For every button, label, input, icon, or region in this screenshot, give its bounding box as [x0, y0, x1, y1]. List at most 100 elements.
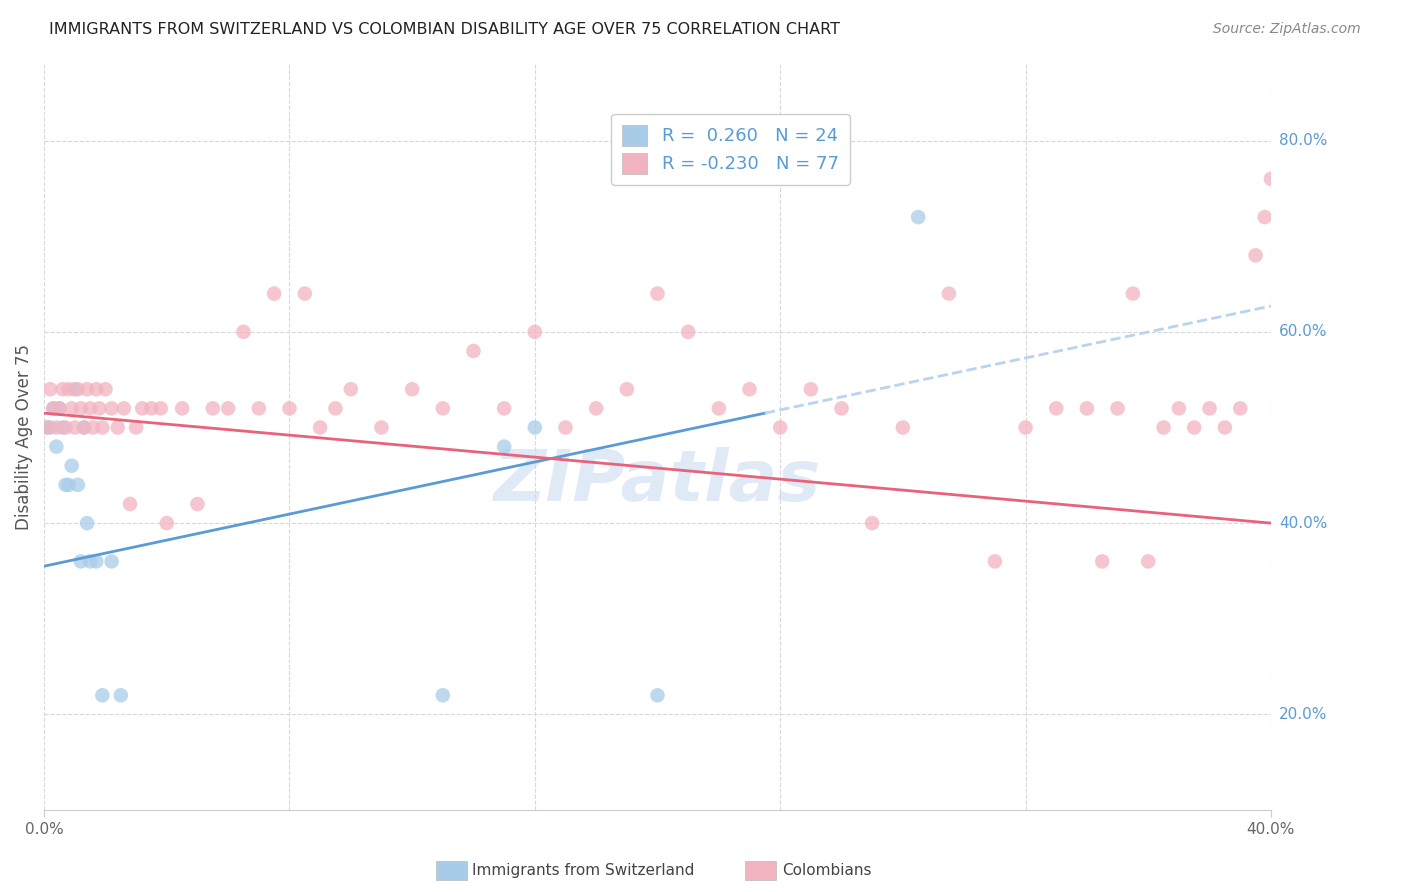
Point: [554, 420, 576, 434]
Point: [232, 325, 254, 339]
Point: [91, 688, 114, 702]
Point: [831, 401, 853, 416]
Point: [263, 286, 285, 301]
Point: [1091, 554, 1114, 568]
Point: [84, 554, 107, 568]
Point: [55, 420, 77, 434]
Point: [58, 478, 80, 492]
Point: [70, 401, 93, 416]
Point: [39, 420, 62, 434]
Point: [100, 554, 122, 568]
Point: [938, 286, 960, 301]
Point: [37, 420, 59, 434]
Point: [769, 420, 792, 434]
Point: [118, 497, 141, 511]
Point: [1076, 401, 1098, 416]
Point: [48, 401, 70, 416]
Point: [63, 420, 86, 434]
Point: [201, 401, 224, 416]
Point: [186, 497, 208, 511]
Point: [48, 401, 70, 416]
Point: [58, 382, 80, 396]
Point: [278, 401, 301, 416]
Point: [141, 401, 163, 416]
Point: [1045, 401, 1067, 416]
Text: Colombians: Colombians: [782, 863, 872, 878]
Point: [79, 554, 101, 568]
Point: [131, 401, 153, 416]
Point: [60, 458, 83, 473]
Point: [76, 516, 98, 530]
Point: [1167, 401, 1189, 416]
Point: [738, 382, 761, 396]
Point: [66, 382, 89, 396]
Y-axis label: Disability Age Over 75: Disability Age Over 75: [15, 344, 32, 530]
Point: [860, 516, 883, 530]
Point: [707, 401, 730, 416]
Point: [432, 688, 454, 702]
Point: [66, 478, 89, 492]
Point: [494, 401, 516, 416]
Text: Immigrants from Switzerland: Immigrants from Switzerland: [472, 863, 695, 878]
Point: [294, 286, 316, 301]
Point: [647, 286, 669, 301]
Legend: R =  0.260   N = 24, R = -0.230   N = 77: R = 0.260 N = 24, R = -0.230 N = 77: [612, 114, 849, 185]
Point: [523, 420, 546, 434]
Point: [984, 554, 1007, 568]
Point: [907, 210, 929, 224]
Point: [1213, 420, 1236, 434]
Point: [172, 401, 194, 416]
Point: [891, 420, 914, 434]
Point: [45, 420, 67, 434]
Point: [1107, 401, 1129, 416]
Point: [494, 440, 516, 454]
Point: [45, 440, 67, 454]
Point: [616, 382, 638, 396]
Point: [149, 401, 172, 416]
Point: [110, 688, 132, 702]
Point: [91, 420, 114, 434]
Point: [1260, 171, 1282, 186]
Point: [100, 401, 122, 416]
Point: [1254, 210, 1277, 224]
Point: [42, 401, 65, 416]
Point: [89, 401, 111, 416]
Point: [51, 420, 73, 434]
Point: [217, 401, 239, 416]
Point: [247, 401, 270, 416]
Point: [63, 382, 86, 396]
Point: [94, 382, 117, 396]
Point: [523, 325, 546, 339]
Point: [1122, 286, 1144, 301]
Point: [1244, 248, 1267, 262]
Text: 60.0%: 60.0%: [1279, 325, 1327, 339]
Point: [463, 343, 485, 358]
Point: [42, 401, 65, 416]
Point: [73, 420, 96, 434]
Point: [401, 382, 423, 396]
Text: 20.0%: 20.0%: [1279, 707, 1327, 722]
Point: [112, 401, 135, 416]
Point: [585, 401, 607, 416]
Point: [55, 478, 77, 492]
Text: IMMIGRANTS FROM SWITZERLAND VS COLOMBIAN DISABILITY AGE OVER 75 CORRELATION CHAR: IMMIGRANTS FROM SWITZERLAND VS COLOMBIAN…: [49, 22, 841, 37]
Point: [82, 420, 104, 434]
Point: [1153, 420, 1175, 434]
Point: [1198, 401, 1220, 416]
Text: 40.0%: 40.0%: [1279, 516, 1327, 531]
Text: Source: ZipAtlas.com: Source: ZipAtlas.com: [1213, 22, 1361, 37]
Point: [76, 382, 98, 396]
Point: [800, 382, 823, 396]
Point: [156, 516, 179, 530]
Point: [39, 382, 62, 396]
Point: [60, 401, 83, 416]
Point: [1137, 554, 1160, 568]
Point: [79, 401, 101, 416]
Point: [70, 554, 93, 568]
Point: [432, 401, 454, 416]
Point: [107, 420, 129, 434]
Point: [1229, 401, 1251, 416]
Point: [370, 420, 392, 434]
Point: [1014, 420, 1036, 434]
Point: [125, 420, 148, 434]
